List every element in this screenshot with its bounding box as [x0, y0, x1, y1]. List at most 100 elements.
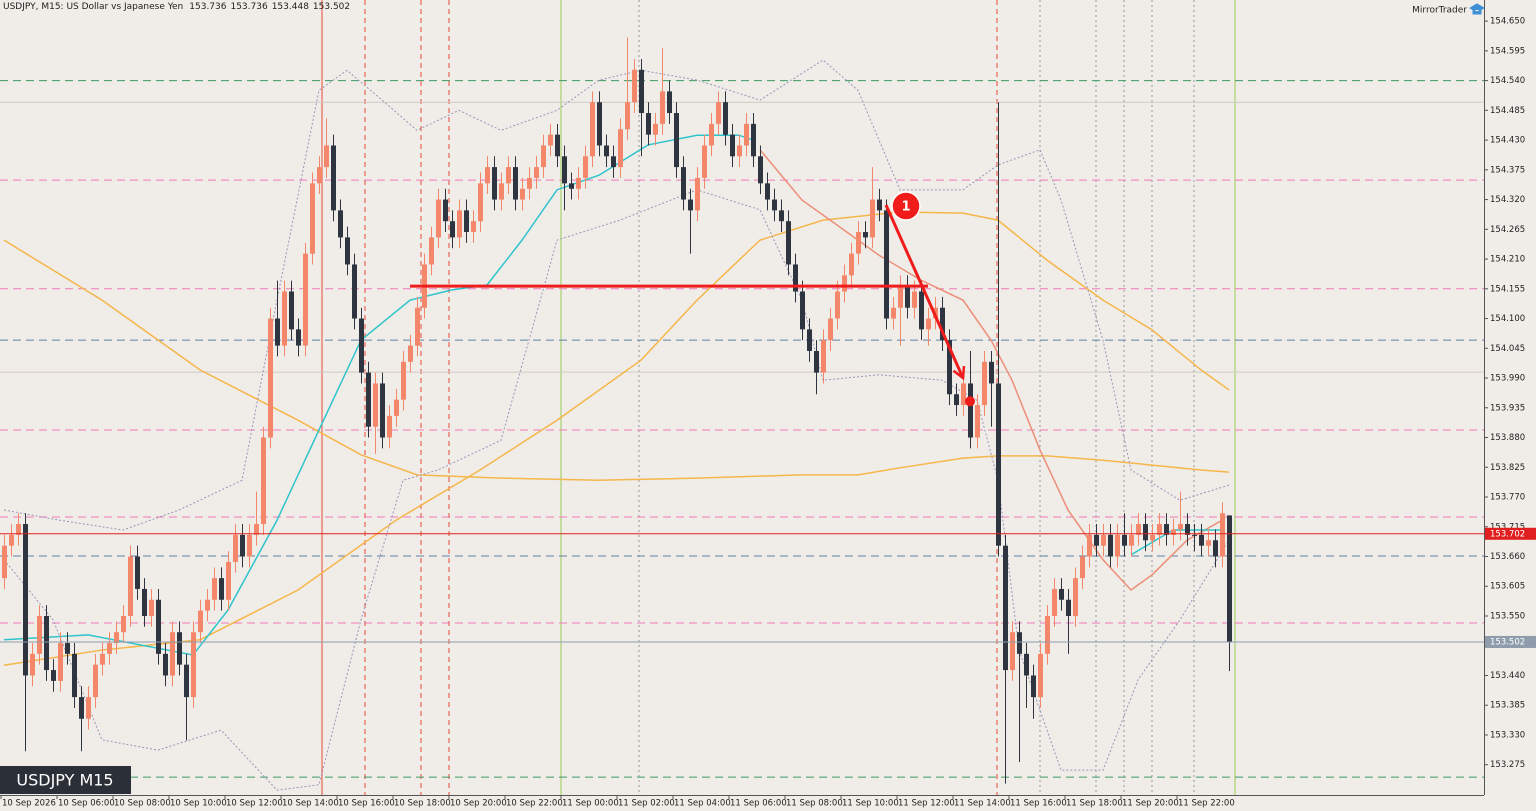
candle-body — [688, 199, 693, 211]
indicator-line — [759, 149, 1223, 592]
x-tick-label: 10 Sep 06:00 — [58, 799, 115, 809]
candle-body — [660, 91, 665, 124]
x-tick-label: 11 Sep 12:00 — [898, 799, 955, 809]
candle-body — [1052, 588, 1057, 616]
candle-body — [128, 556, 133, 616]
candle-body — [93, 664, 98, 698]
x-tick-label: 11 Sep 18:00 — [1066, 799, 1123, 809]
candle-body — [597, 102, 602, 146]
candle-body — [590, 102, 595, 157]
candle-body — [65, 643, 70, 654]
candle-body — [303, 253, 308, 346]
candle-body — [541, 145, 546, 168]
candle-body — [1220, 513, 1225, 557]
y-tick-label: 153.880 — [1490, 433, 1525, 443]
x-tick-label: 10 Sep 14:00 — [282, 799, 339, 809]
candle-body — [499, 183, 504, 200]
candle-body — [1080, 556, 1085, 579]
candle-body — [2, 545, 7, 579]
x-tick-label: 10 Sep 16:00 — [338, 799, 395, 809]
candle-body — [1213, 540, 1218, 557]
brand-icon — [1468, 3, 1486, 15]
candle-body — [807, 329, 812, 351]
candle-body — [1094, 534, 1099, 546]
candle-body — [891, 307, 896, 319]
candle-body — [30, 653, 35, 676]
candle-body — [1157, 524, 1162, 535]
candle-body — [996, 383, 1001, 546]
x-tick-label: 10 Sep 08:00 — [114, 799, 171, 809]
candle-body — [268, 318, 273, 438]
annotation-dot — [965, 396, 975, 407]
candle-body — [233, 534, 238, 562]
y-tick-label: 154.155 — [1490, 284, 1525, 294]
candle-body — [611, 156, 616, 168]
candle-body — [681, 167, 686, 200]
candle-body — [1066, 599, 1071, 616]
candle-body — [240, 534, 245, 557]
candle-body — [919, 291, 924, 330]
y-tick-label: 153.990 — [1490, 374, 1525, 384]
indicator-line — [3, 211, 1230, 666]
candle-body — [1087, 534, 1092, 557]
candle-body — [191, 632, 196, 698]
candle-body — [464, 210, 469, 233]
candle-body — [569, 183, 574, 189]
candle-body — [975, 405, 980, 438]
annotation-label: 1 — [901, 199, 910, 214]
header-open: 153.736 — [189, 2, 226, 12]
candle-body — [709, 123, 714, 146]
candle-body — [16, 524, 21, 535]
candle-body — [576, 177, 581, 189]
y-tick-label: 153.440 — [1490, 671, 1525, 681]
candle-body — [72, 653, 77, 698]
candle-body — [940, 307, 945, 341]
candle-body — [1227, 515, 1232, 642]
candle-body — [338, 210, 343, 238]
candle-body — [800, 291, 805, 330]
candle-body — [1164, 524, 1169, 535]
candle-body — [849, 253, 854, 276]
y-tick-label: 153.605 — [1490, 582, 1525, 592]
candle-body — [345, 237, 350, 265]
candle-body — [856, 232, 861, 254]
candle-body — [1010, 632, 1015, 671]
candle-body — [359, 318, 364, 373]
candle-body — [156, 599, 161, 654]
candle-body — [1115, 534, 1120, 557]
candle-body — [765, 183, 770, 200]
candle-body — [1185, 524, 1190, 535]
candle-body — [1017, 632, 1022, 654]
x-tick-label: 11 Sep 00:00 — [562, 799, 619, 809]
symbol-label: USDJPY M15 — [16, 771, 113, 790]
y-tick-label: 153.770 — [1490, 493, 1525, 503]
candle-body — [905, 286, 910, 308]
candle-body — [212, 578, 217, 600]
candle-body — [471, 221, 476, 233]
candle-body — [1122, 534, 1127, 546]
candle-body — [296, 329, 301, 346]
candle-body — [1178, 524, 1183, 530]
x-tick-label: 11 Sep 14:00 — [954, 799, 1011, 809]
candle-body — [457, 210, 462, 238]
candle-body — [737, 145, 742, 157]
candle-body — [478, 183, 483, 222]
candle-body — [443, 199, 448, 222]
candle-body — [1073, 578, 1078, 616]
candle-body — [527, 177, 532, 189]
candle-body — [282, 291, 287, 346]
candle-body — [779, 210, 784, 222]
candle-body — [1171, 529, 1176, 535]
candle-body — [870, 199, 875, 238]
x-tick-label: 10 Sep 18:00 — [394, 799, 451, 809]
candle-body — [429, 237, 434, 265]
candle-body — [352, 264, 357, 319]
x-tick-label: 11 Sep 04:00 — [674, 799, 731, 809]
arrow-head — [952, 365, 966, 381]
candle-body — [44, 615, 49, 671]
y-tick-label: 154.485 — [1490, 106, 1525, 116]
x-tick-label: 11 Sep 22:00 — [1178, 799, 1235, 809]
candle-body — [107, 643, 112, 654]
candle-body — [184, 664, 189, 698]
